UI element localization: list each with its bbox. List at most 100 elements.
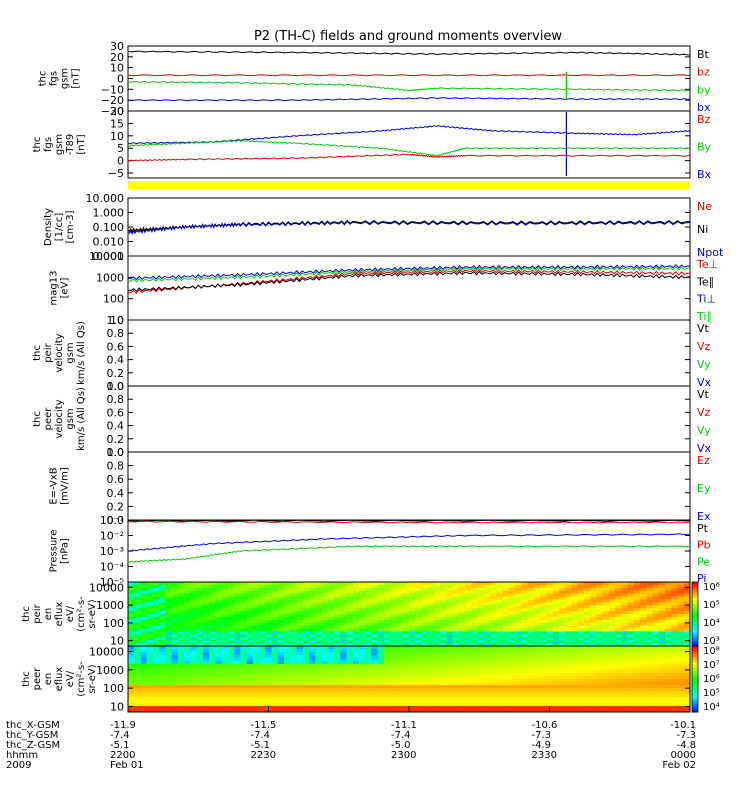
spec-cell	[359, 706, 366, 710]
spec-cell	[502, 593, 510, 597]
spec-cell	[315, 709, 322, 713]
spec-cell	[409, 646, 416, 650]
spec-cell	[252, 599, 260, 603]
y-tick-label: 10⁻²	[100, 530, 124, 543]
spec-cell	[190, 608, 198, 612]
spec-cell	[540, 616, 547, 621]
spec-cell	[571, 631, 578, 635]
spec-cell	[215, 697, 223, 701]
spec-cell	[633, 646, 641, 650]
spec-cell	[596, 652, 603, 656]
spec-cell	[202, 616, 210, 621]
spec-cell	[284, 634, 291, 638]
spec-cell	[671, 670, 678, 674]
spec-cell	[558, 596, 566, 600]
spec-cell	[646, 643, 653, 647]
spec-cell	[508, 596, 516, 600]
spec-cell	[427, 664, 435, 668]
spec-cell	[515, 619, 522, 624]
spec-cell	[327, 700, 335, 704]
spec-cell	[321, 652, 329, 656]
spec-cell	[527, 697, 535, 701]
spec-cell	[590, 706, 597, 710]
spec-cell	[458, 646, 466, 650]
spec-cell	[590, 616, 597, 621]
spec-cell	[346, 652, 354, 656]
x-tick-label: -7.4	[391, 730, 411, 741]
spec-cell	[315, 706, 322, 710]
spec-cell	[521, 646, 529, 650]
spec-cell	[527, 673, 535, 677]
spec-cell	[265, 661, 273, 665]
spec-cell	[390, 655, 397, 659]
spec-cell	[402, 694, 410, 698]
spec-cell	[290, 697, 297, 701]
y-tick-label: 0.4	[107, 420, 125, 433]
spec-cell	[409, 667, 416, 671]
x-tick-label: 2300	[391, 750, 416, 761]
spec-cell	[202, 643, 210, 647]
spec-cell	[402, 661, 410, 665]
spec-cell	[396, 682, 404, 686]
spec-cell	[215, 590, 223, 595]
spec-cell	[558, 587, 566, 592]
spec-cell	[546, 679, 554, 683]
spec-cell	[421, 616, 429, 621]
spec-cell	[259, 619, 266, 624]
spec-cell	[265, 697, 273, 701]
spec-cell	[496, 673, 504, 677]
spec-cell	[128, 634, 135, 638]
spec-cell	[615, 631, 622, 635]
spec-cell	[196, 700, 204, 704]
y-tick-label: 0.0	[107, 446, 125, 459]
spec-cell	[359, 661, 366, 665]
spec-cell	[196, 706, 204, 710]
spec-cell	[390, 628, 397, 632]
spec-cell	[452, 652, 460, 656]
spec-cell	[265, 667, 273, 671]
spec-cell	[446, 628, 454, 632]
spec-cell	[152, 608, 160, 612]
spec-cell	[677, 703, 685, 707]
spec-cell	[565, 616, 572, 621]
spec-cell	[390, 682, 397, 686]
spec-cell	[296, 614, 304, 618]
spec-cell	[402, 611, 410, 615]
spec-cell	[209, 593, 216, 597]
spec-cell	[190, 622, 198, 627]
spec-cell	[184, 640, 191, 644]
spec-cell	[552, 682, 560, 686]
spec-cell	[577, 706, 585, 710]
spec-cell	[315, 622, 322, 627]
spec-cell	[602, 706, 610, 710]
spec-cell	[140, 625, 148, 629]
spec-cell	[152, 637, 160, 641]
spec-cell	[402, 587, 410, 592]
spec-cell	[427, 661, 435, 665]
spec-cell	[496, 616, 504, 621]
spec-cell	[608, 584, 616, 589]
spec-cell	[171, 631, 179, 635]
spec-cell	[508, 661, 516, 665]
spec-cell	[359, 646, 366, 650]
y-tick-label: 0.4	[107, 354, 125, 367]
spec-cell	[134, 652, 141, 656]
spec-cell	[590, 670, 597, 674]
spec-cell	[215, 658, 223, 662]
spec-cell	[677, 691, 685, 695]
spec-cell	[327, 608, 335, 612]
spec-cell	[234, 700, 241, 704]
spec-cell	[190, 709, 198, 713]
spec-cell	[346, 670, 354, 674]
spec-cell	[415, 652, 422, 656]
spec-cell	[596, 673, 603, 677]
spec-cell	[490, 614, 497, 618]
spec-cell	[496, 661, 504, 665]
spec-cell	[384, 694, 391, 698]
spec-cell	[209, 614, 216, 618]
spec-cell	[390, 587, 397, 592]
spec-cell	[296, 640, 304, 644]
spec-cell	[677, 611, 685, 615]
spec-cell	[352, 582, 360, 586]
